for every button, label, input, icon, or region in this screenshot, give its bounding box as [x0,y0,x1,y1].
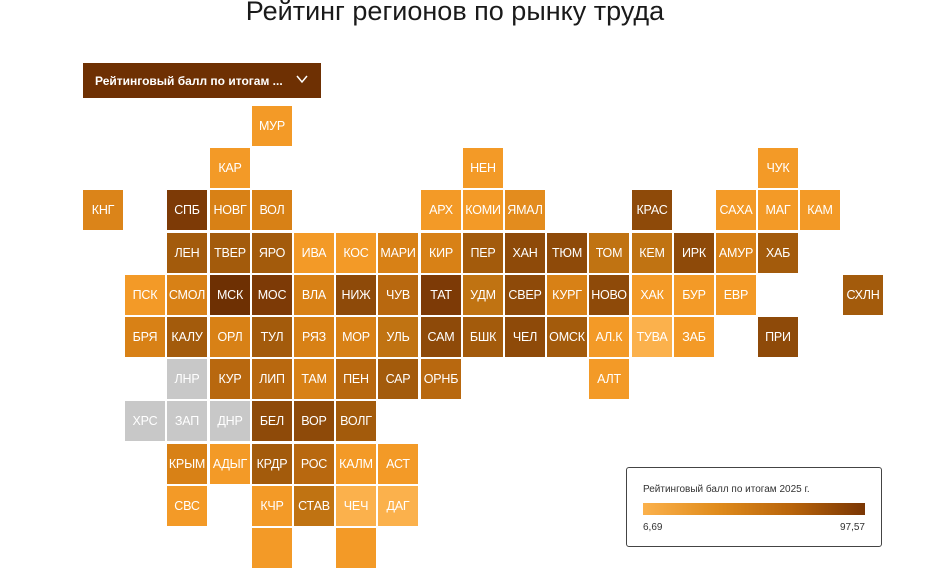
region-tile[interactable]: КАМ [800,190,840,230]
region-tile[interactable]: ПСК [125,275,165,315]
region-tile[interactable]: УДМ [463,275,503,315]
region-tile[interactable]: ДАГ [378,486,418,526]
region-tile[interactable]: ТУВА [632,317,672,357]
dropdown-label: Рейтинговый балл по итогам ... [95,73,283,88]
region-tile[interactable]: ОМСК [547,317,587,357]
region-tile[interactable]: ЛИП [252,359,292,399]
region-tile[interactable]: МОС [252,275,292,315]
region-tile[interactable]: СВЕР [505,275,545,315]
region-tile[interactable]: ТЮМ [547,233,587,273]
region-tile[interactable]: ЕВР [716,275,756,315]
page-title: Рейтинг регионов по рынку труда [245,0,665,26]
region-tile[interactable]: КИР [421,233,461,273]
region-tile[interactable]: САХА [716,190,756,230]
region-tile[interactable]: КНГ [83,190,123,230]
region-tile[interactable]: ВОЛ [252,190,292,230]
region-tile[interactable] [252,528,292,568]
chevron-down-icon [295,72,309,89]
region-tile[interactable]: ХРС [125,401,165,441]
region-tile[interactable]: ЛЕН [167,233,207,273]
region-tile[interactable]: КРЫМ [167,444,207,484]
region-tile[interactable]: ОРНБ [421,359,461,399]
region-tile[interactable]: ЧУВ [378,275,418,315]
region-tile[interactable]: МУР [252,106,292,146]
region-tile[interactable]: ДНР [210,401,250,441]
region-tile[interactable]: БУР [674,275,714,315]
region-tile[interactable]: КЧР [252,486,292,526]
region-tile[interactable]: АДЫГ [210,444,250,484]
region-tile[interactable]: КОМИ [463,190,503,230]
region-tile[interactable]: МСК [210,275,250,315]
legend-title: Рейтинговый балл по итогам 2025 г. [643,484,810,495]
region-tile[interactable]: БЕЛ [252,401,292,441]
region-tile[interactable]: ЛНР [167,359,207,399]
region-tile[interactable]: ИРК [674,233,714,273]
region-tile[interactable]: ВОЛГ [336,401,376,441]
region-tile[interactable]: ЯРО [252,233,292,273]
region-tile[interactable]: КРДР [252,444,292,484]
region-tile[interactable]: ВЛА [294,275,334,315]
region-tile[interactable]: КОС [336,233,376,273]
region-tile[interactable]: КУР [210,359,250,399]
region-tile[interactable]: МАРИ [378,233,418,273]
region-tile[interactable]: ЯМАЛ [505,190,545,230]
region-tile[interactable]: КРАС [632,190,672,230]
region-tile[interactable]: ПЕР [463,233,503,273]
region-tile[interactable]: НОВО [589,275,629,315]
region-tile[interactable]: МОР [336,317,376,357]
region-tile[interactable]: НОВГ [210,190,250,230]
metric-dropdown[interactable]: Рейтинговый балл по итогам ... [83,63,321,98]
region-tile[interactable]: СТАВ [294,486,334,526]
region-tile[interactable]: ТОМ [589,233,629,273]
region-tile[interactable]: СХЛН [843,275,883,315]
region-tile[interactable]: АМУР [716,233,756,273]
region-tile[interactable]: ТУЛ [252,317,292,357]
region-tile[interactable]: ИВА [294,233,334,273]
region-tile[interactable]: НЕН [463,148,503,188]
region-tile[interactable]: ЧЕЧ [336,486,376,526]
region-tile[interactable]: БШК [463,317,503,357]
region-tile[interactable]: ЧЕЛ [505,317,545,357]
region-tile[interactable]: АЛТ [589,359,629,399]
region-tile[interactable]: АСТ [378,444,418,484]
region-tile[interactable]: КУРГ [547,275,587,315]
region-tile[interactable]: КАЛМ [336,444,376,484]
region-tile[interactable]: ТАМ [294,359,334,399]
region-tile[interactable]: СВС [167,486,207,526]
region-tile[interactable]: РЯЗ [294,317,334,357]
region-tile[interactable]: УЛЬ [378,317,418,357]
region-tile[interactable]: АРХ [421,190,461,230]
region-tile[interactable]: КЕМ [632,233,672,273]
region-tile[interactable] [336,528,376,568]
legend-gradient-bar [643,503,865,515]
region-tile[interactable]: ПРИ [758,317,798,357]
region-tile[interactable]: ЗАБ [674,317,714,357]
region-tile[interactable]: КАЛУ [167,317,207,357]
region-tile[interactable]: КАР [210,148,250,188]
region-tile[interactable]: НИЖ [336,275,376,315]
region-tile[interactable]: ХАБ [758,233,798,273]
region-tile[interactable]: ХАН [505,233,545,273]
region-tile[interactable]: АЛ.К [589,317,629,357]
region-tile[interactable]: САМ [421,317,461,357]
region-tile[interactable]: РОС [294,444,334,484]
region-tile[interactable]: ХАК [632,275,672,315]
region-tile[interactable]: СПБ [167,190,207,230]
region-tile[interactable]: БРЯ [125,317,165,357]
legend: Рейтинговый балл по итогам 2025 г. 6,69 … [626,467,882,547]
region-tile[interactable]: ЗАП [167,401,207,441]
region-tile-map: МУР КАР НЕН ЧУК КНГ СПБ НОВГ ВОЛ АРХ КОМИ ЯМАЛ КРАС… [83,106,883,568]
region-tile[interactable]: ВОР [294,401,334,441]
legend-min-value: 6,69 [643,522,663,533]
region-tile[interactable]: ТАТ [421,275,461,315]
region-tile[interactable]: ПЕН [336,359,376,399]
region-tile[interactable]: ЧУК [758,148,798,188]
region-tile[interactable]: СМОЛ [167,275,207,315]
region-tile[interactable]: МАГ [758,190,798,230]
legend-max-value: 97,57 [839,522,865,533]
region-tile[interactable]: ОРЛ [210,317,250,357]
region-tile[interactable]: САР [378,359,418,399]
region-tile[interactable]: ТВЕР [210,233,250,273]
